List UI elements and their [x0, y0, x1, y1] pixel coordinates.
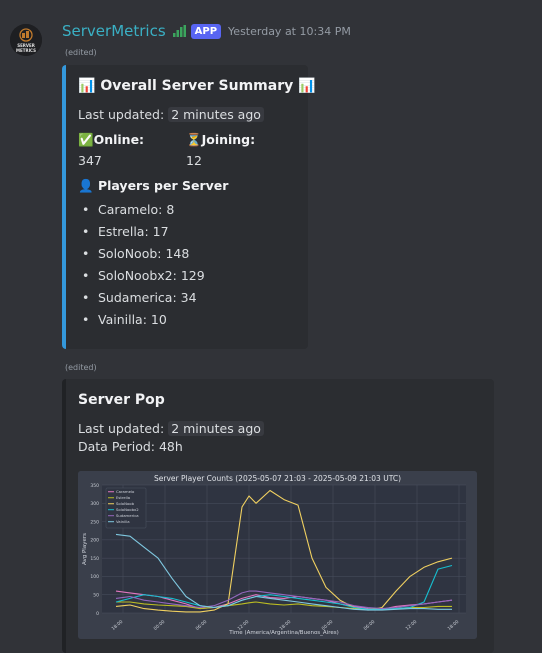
list-item: SoloNoob: 148 [82, 243, 205, 265]
players-field-name: 👤 Players per Server [78, 178, 229, 193]
summary-embed: 📊 Overall Server Summary 📊 Last updated:… [62, 65, 316, 349]
bar-chart-icon: 📊 [298, 78, 316, 94]
y-tick-label: 50 [93, 593, 99, 599]
legend-entry: Estrella [116, 495, 130, 500]
data-period: Data Period: 48h [78, 439, 183, 454]
y-tick-label: 0 [96, 611, 99, 617]
y-tick-label: 250 [90, 519, 99, 525]
summary-title: 📊 Overall Server Summary 📊 [78, 78, 316, 94]
edited-label: (edited) [65, 48, 97, 57]
message-timestamp[interactable]: Yesterday at 10:34 PM [228, 24, 351, 38]
bot-avatar[interactable]: SERVER METRICS [10, 24, 42, 56]
legend-entry: SoloNoobx2 [116, 507, 139, 512]
series-line-vainilla [115, 533, 452, 611]
series-line-solonoobx2 [115, 564, 453, 610]
joining-value: 12 [186, 153, 202, 168]
edited-label: (edited) [65, 363, 97, 372]
legend-entry: Vainilla [116, 519, 130, 524]
signal-bars-icon [172, 25, 186, 37]
online-value: 347 [78, 153, 102, 168]
y-axis-label: Avg Players [82, 533, 88, 565]
legend-entry: SoloNoob [116, 501, 135, 506]
bar-chart-icon: 📊 [78, 78, 96, 94]
x-axis-label: Time (America/Argentina/Buenos_Aires) [228, 630, 339, 636]
app-badge: APP [190, 23, 222, 39]
list-item: Sudamerica: 34 [82, 287, 205, 309]
server-pop-embed: Server Pop Last updated: 2 minutes ago D… [62, 379, 494, 653]
y-tick-label: 300 [90, 501, 99, 507]
y-tick-label: 350 [90, 483, 99, 489]
series-line-solonoob [115, 489, 453, 613]
server-metrics-logo: SERVER METRICS [10, 24, 42, 56]
list-item: Estrella: 17 [82, 221, 205, 243]
y-tick-label: 100 [90, 574, 99, 580]
message-header: ServerMetrics APP Yesterday at 10:34 PM [62, 21, 351, 41]
hourglass-icon: ⏳ [186, 132, 202, 147]
server-pop-title: Server Pop [78, 392, 165, 408]
last-updated-value: 2 minutes ago [168, 107, 264, 122]
list-item: Vainilla: 10 [82, 309, 205, 331]
y-tick-label: 150 [90, 556, 99, 562]
last-updated: Last updated: 2 minutes ago [78, 107, 264, 122]
user-icon: 👤 [78, 178, 94, 193]
series-line-sudamerica [115, 590, 453, 610]
chart-title: Server Player Counts (2025-05-07 21:03 -… [154, 474, 401, 483]
server-player-list: Caramelo: 8 Estrella: 17 SoloNoob: 148 S… [82, 199, 205, 331]
last-updated: Last updated: 2 minutes ago [78, 421, 264, 436]
list-item: SoloNoobx2: 129 [82, 265, 205, 287]
legend-entry: Sudamerica [116, 513, 139, 518]
svg-text:METRICS: METRICS [16, 48, 36, 53]
svg-text:SERVER: SERVER [17, 43, 35, 48]
online-field-name: ✅Online: [78, 132, 145, 147]
chart-image[interactable]: Server Player Counts (2025-05-07 21:03 -… [78, 471, 477, 639]
check-mark-icon: ✅ [78, 132, 94, 147]
player-count-chart: Server Player Counts (2025-05-07 21:03 -… [78, 471, 477, 639]
list-item: Caramelo: 8 [82, 199, 205, 221]
last-updated-value: 2 minutes ago [168, 421, 264, 436]
joining-field-name: ⏳Joining: [186, 132, 256, 147]
bot-username[interactable]: ServerMetrics [62, 22, 166, 40]
legend-entry: Caramelo [116, 489, 135, 494]
y-tick-label: 200 [90, 538, 99, 544]
series-line-caramelo [115, 590, 453, 610]
plot-area [102, 485, 466, 613]
legend-box [105, 487, 147, 529]
